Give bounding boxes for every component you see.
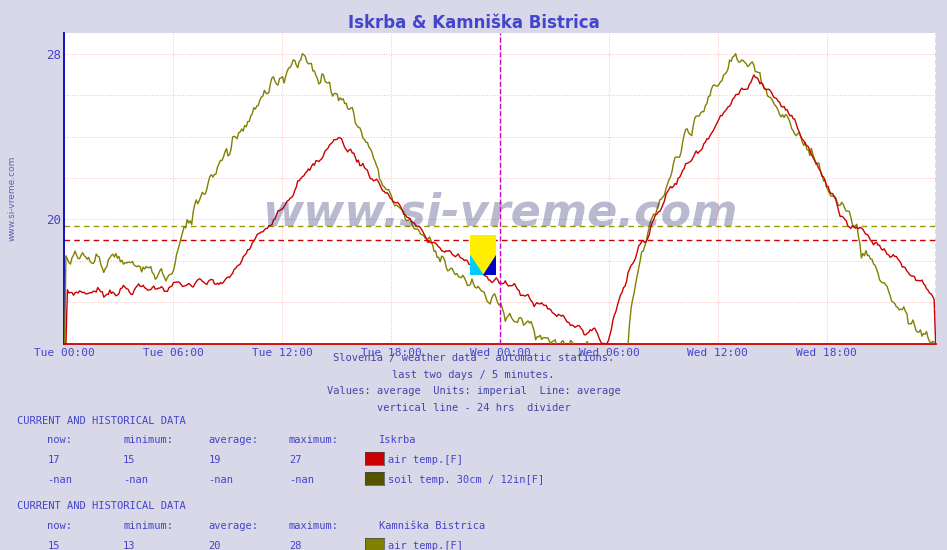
- Text: 19: 19: [208, 455, 221, 465]
- Text: maximum:: maximum:: [289, 435, 339, 446]
- Text: Iskrba: Iskrba: [379, 435, 417, 446]
- Text: minimum:: minimum:: [123, 521, 173, 531]
- Text: 17: 17: [47, 455, 60, 465]
- Text: CURRENT AND HISTORICAL DATA: CURRENT AND HISTORICAL DATA: [17, 501, 186, 512]
- Polygon shape: [470, 255, 483, 275]
- Text: maximum:: maximum:: [289, 521, 339, 531]
- Text: air temp.[F]: air temp.[F]: [388, 455, 463, 465]
- Text: www.si-vreme.com: www.si-vreme.com: [262, 192, 738, 235]
- Text: now:: now:: [47, 521, 72, 531]
- Text: -nan: -nan: [123, 475, 148, 485]
- Text: -nan: -nan: [47, 475, 72, 485]
- Text: soil temp. 30cm / 12in[F]: soil temp. 30cm / 12in[F]: [388, 475, 545, 485]
- Text: -nan: -nan: [208, 475, 233, 485]
- Text: 27: 27: [289, 455, 301, 465]
- Polygon shape: [470, 235, 496, 275]
- Text: last two days / 5 minutes.: last two days / 5 minutes.: [392, 370, 555, 379]
- Text: average:: average:: [208, 521, 259, 531]
- Text: Kamniška Bistrica: Kamniška Bistrica: [379, 521, 485, 531]
- Text: Values: average  Units: imperial  Line: average: Values: average Units: imperial Line: av…: [327, 386, 620, 396]
- Text: air temp.[F]: air temp.[F]: [388, 541, 463, 550]
- Text: 13: 13: [123, 541, 135, 550]
- Text: now:: now:: [47, 435, 72, 446]
- Text: vertical line - 24 hrs  divider: vertical line - 24 hrs divider: [377, 403, 570, 412]
- Text: Slovenia / weather data - automatic stations.: Slovenia / weather data - automatic stat…: [333, 353, 614, 363]
- Text: CURRENT AND HISTORICAL DATA: CURRENT AND HISTORICAL DATA: [17, 415, 186, 426]
- Polygon shape: [483, 255, 496, 275]
- Text: average:: average:: [208, 435, 259, 446]
- Text: 20: 20: [208, 541, 221, 550]
- Text: 15: 15: [47, 541, 60, 550]
- Text: Iskrba & Kamniška Bistrica: Iskrba & Kamniška Bistrica: [348, 14, 599, 32]
- Text: -nan: -nan: [289, 475, 313, 485]
- Text: 28: 28: [289, 541, 301, 550]
- Text: minimum:: minimum:: [123, 435, 173, 446]
- Text: www.si-vreme.com: www.si-vreme.com: [8, 155, 17, 241]
- Text: 15: 15: [123, 455, 135, 465]
